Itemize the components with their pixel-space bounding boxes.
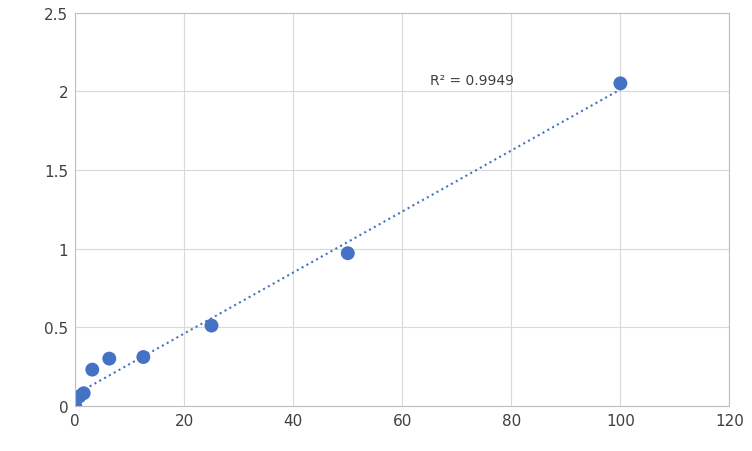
Point [205, 322, 217, 330]
Text: R² = 0.9949: R² = 0.9949 [429, 74, 514, 88]
Point [103, 355, 115, 363]
Point [69, 402, 81, 410]
Point [74, 393, 86, 400]
Point [86, 366, 99, 373]
Point [138, 354, 150, 361]
Point [77, 390, 89, 397]
Point [614, 81, 626, 88]
Point [341, 250, 353, 257]
